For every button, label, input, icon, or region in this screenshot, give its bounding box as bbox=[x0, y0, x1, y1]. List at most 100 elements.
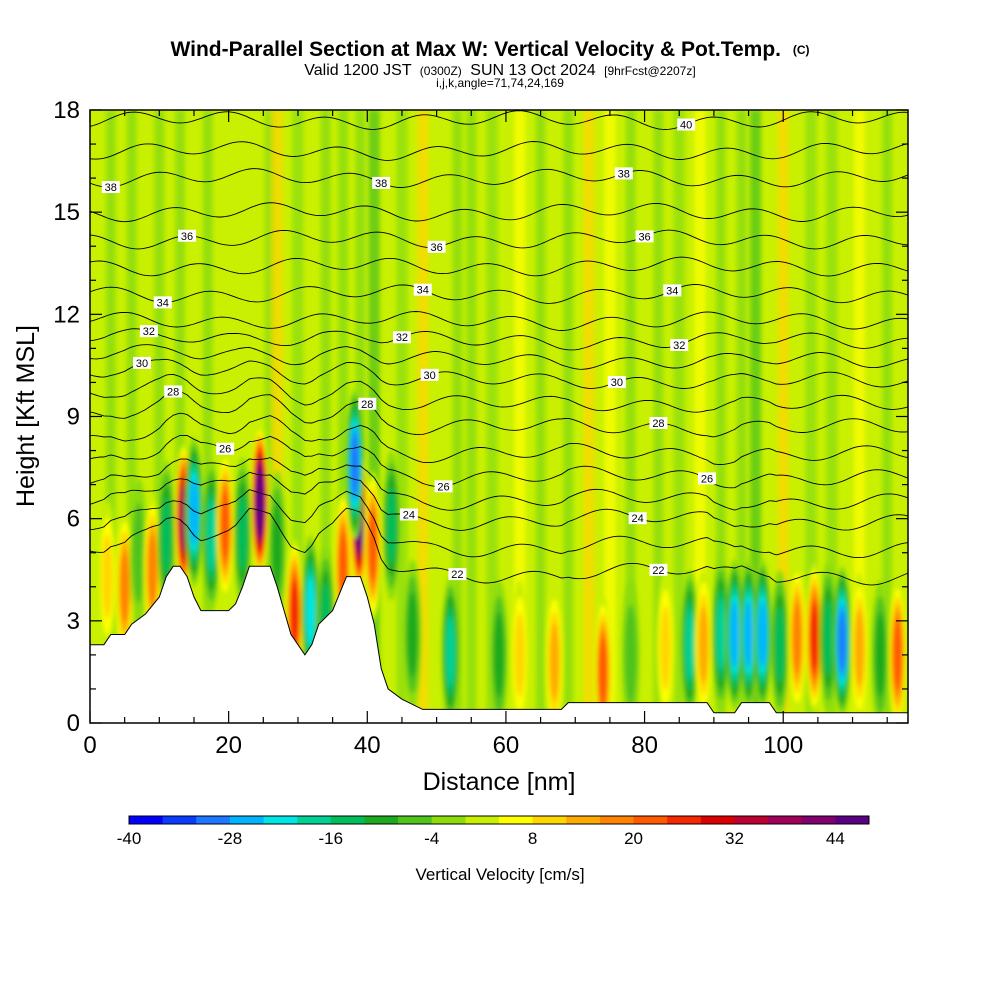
theta-contour-label: 22 bbox=[448, 568, 467, 581]
theta-contour-label: 36 bbox=[427, 240, 446, 254]
theta-label-box bbox=[139, 325, 158, 338]
velocity-cell bbox=[216, 450, 235, 601]
theta-label-text: 28 bbox=[361, 399, 373, 411]
theta-label-box bbox=[677, 118, 696, 131]
velocity-column bbox=[673, 110, 685, 723]
theta-label-text: 34 bbox=[157, 297, 169, 309]
velocity-cell bbox=[850, 573, 869, 723]
velocity-cell bbox=[656, 573, 675, 723]
velocity-column bbox=[202, 110, 213, 723]
colorbar-swatch bbox=[801, 816, 836, 824]
theta-label-box bbox=[434, 480, 453, 493]
colorbar-swatch bbox=[196, 816, 231, 824]
valid-time: Valid 1200 JST bbox=[304, 62, 412, 79]
velocity-cell-level bbox=[493, 612, 505, 698]
valid-forecast: [9hrFcst@2207z] bbox=[604, 64, 696, 78]
theta-label-box bbox=[663, 284, 682, 297]
theta-contour-label: 38 bbox=[101, 181, 120, 194]
theta-contour-label: 30 bbox=[420, 368, 439, 382]
colorbar-swatch bbox=[768, 816, 803, 824]
velocity-cell bbox=[819, 562, 838, 713]
theta-label-text: 40 bbox=[680, 120, 692, 132]
y-tick-label: 12 bbox=[53, 301, 80, 328]
theta-label-box bbox=[132, 356, 151, 369]
theta-contour-label: 32 bbox=[670, 339, 689, 352]
y-tick-label: 3 bbox=[67, 608, 80, 635]
theta-contour bbox=[90, 412, 908, 465]
velocity-cell bbox=[725, 559, 744, 710]
chart-subtitle: Valid 1200 JST (0300Z) SUN 13 Oct 2024 [… bbox=[304, 62, 695, 79]
y-tick-label: 18 bbox=[53, 97, 80, 124]
terrain bbox=[90, 565, 908, 723]
theta-contour bbox=[90, 489, 908, 559]
colorbar-swatch bbox=[499, 816, 534, 824]
theta-label-box bbox=[101, 181, 120, 194]
velocity-column bbox=[882, 110, 893, 723]
colorbar-swatch bbox=[835, 816, 870, 824]
velocity-cell bbox=[770, 569, 789, 720]
theta-label-text: 30 bbox=[424, 370, 436, 382]
velocity-cell bbox=[545, 586, 564, 723]
theta-contour bbox=[90, 229, 908, 250]
x-axis-label: Distance [nm] bbox=[423, 768, 576, 796]
velocity-column bbox=[625, 110, 636, 723]
section-parameters: i,j,k,angle=71,74,24,169 bbox=[436, 76, 564, 90]
colorbar-swatch bbox=[633, 816, 668, 824]
velocity-cell-level bbox=[875, 612, 886, 698]
colorbar-tick-label: 44 bbox=[826, 829, 845, 848]
valid-date: SUN 13 Oct 2024 bbox=[470, 62, 596, 79]
theta-label-box bbox=[216, 442, 235, 455]
velocity-cell-level bbox=[514, 612, 525, 698]
colorbar-swatch bbox=[162, 816, 197, 824]
theta-label-text: 36 bbox=[430, 242, 442, 254]
theta-contour bbox=[90, 358, 908, 389]
velocity-cell-level bbox=[256, 471, 264, 532]
theta-contour-label: 24 bbox=[628, 512, 647, 525]
velocity-cell bbox=[115, 511, 134, 662]
theta-label-text: 36 bbox=[181, 231, 193, 243]
velocity-cell bbox=[202, 460, 221, 611]
theta-label-box bbox=[164, 385, 183, 398]
velocity-cell bbox=[441, 576, 460, 723]
colorbar-swatch bbox=[129, 816, 164, 824]
theta-label-box bbox=[427, 240, 446, 253]
velocity-column bbox=[154, 110, 165, 723]
theta-contour bbox=[90, 284, 908, 304]
velocity-cell bbox=[833, 566, 852, 717]
theta-contour bbox=[90, 471, 908, 531]
velocity-column bbox=[320, 110, 331, 723]
theta-label-box bbox=[178, 229, 197, 242]
chart-title: Wind-Parallel Section at Max W: Vertical… bbox=[170, 38, 809, 61]
theta-contour-label: 28 bbox=[649, 416, 668, 430]
velocity-cell bbox=[345, 389, 364, 540]
theta-label-text: 36 bbox=[638, 231, 650, 243]
theta-contour-label: 30 bbox=[132, 356, 151, 370]
velocity-cell bbox=[489, 579, 509, 723]
velocity-cell-level bbox=[685, 608, 694, 681]
theta-label-box bbox=[153, 296, 172, 309]
velocity-cell bbox=[382, 450, 401, 601]
colorbar-swatch bbox=[566, 816, 601, 824]
colorbar-swatch bbox=[364, 816, 399, 824]
velocity-cell bbox=[805, 562, 824, 713]
velocity-column bbox=[653, 110, 664, 723]
theta-label-box bbox=[607, 376, 626, 389]
chart-title-tag: (C) bbox=[793, 43, 810, 57]
theta-contour-label: 32 bbox=[139, 325, 158, 338]
theta-label-text: 26 bbox=[437, 481, 449, 493]
theta-label-text: 30 bbox=[611, 377, 623, 389]
velocity-column bbox=[514, 110, 526, 723]
velocity-column bbox=[466, 110, 477, 723]
velocity-column bbox=[126, 110, 137, 723]
theta-label-text: 34 bbox=[417, 285, 429, 297]
colorbar-ticks: -40 -28 -16 -4 8 20 32 44 bbox=[117, 829, 845, 848]
velocity-cell bbox=[788, 562, 807, 713]
velocity-cell bbox=[621, 579, 640, 723]
velocity-column bbox=[452, 110, 463, 723]
theta-contour bbox=[90, 328, 908, 351]
theta-contour-label: 36 bbox=[635, 230, 654, 243]
theta-label-text: 22 bbox=[451, 569, 463, 581]
x-tick-label: 20 bbox=[215, 732, 242, 759]
theta-contour-label: 38 bbox=[372, 176, 391, 190]
